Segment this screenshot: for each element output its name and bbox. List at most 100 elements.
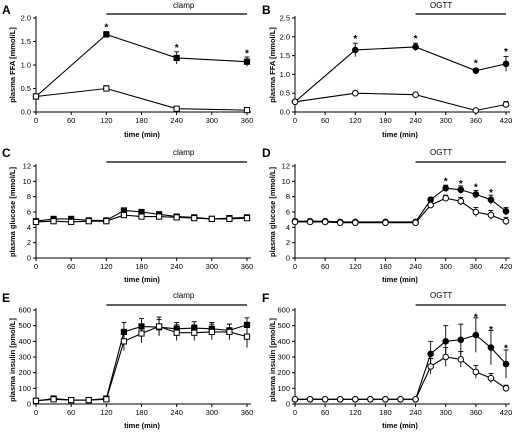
panel-d-series-1-point (442, 184, 450, 192)
panel-a-series-2-point (243, 107, 251, 114)
panel-c-y-tick-label: 2 (27, 238, 31, 247)
panel-f-series-2-point (351, 396, 359, 403)
panel-f-series-2-point (487, 374, 495, 382)
panel-e-x-tick-label: 300 (206, 408, 219, 417)
panel-c-x-tick-label: 0 (34, 262, 38, 271)
panel-d-y-tick-label: 0 (286, 254, 290, 263)
panel-d-x-tick-label: 60 (321, 262, 329, 271)
panel-c-series-2-point (155, 213, 163, 220)
panel-f-y-tick-label: 100 (277, 384, 290, 393)
panel-d-y-tick-label: 4 (286, 223, 290, 232)
panel-e-series-2-point (243, 333, 251, 340)
panel-b-period-label: OGTT (430, 1, 452, 10)
panel-a-series-1-point (103, 31, 110, 38)
panel-b-y-tick-label: 2.5 (280, 14, 290, 23)
panel-d-letter: D (262, 146, 271, 160)
panel-a: A clamp plasma FFA [mmol/L] time (min) 0… (2, 1, 253, 139)
panel-d-y-tick-label: 8 (286, 192, 290, 201)
panel-a-series-1-point (173, 54, 180, 62)
panel-f-x-tick-label: 60 (321, 408, 329, 417)
panel-f-series-2-line (295, 356, 507, 400)
panel-e-series-2-point (138, 330, 145, 337)
panel-c-y-tick-label: 8 (27, 192, 31, 201)
panel-f-series-2-point (397, 396, 404, 403)
panel-e-series-2-point (191, 329, 198, 336)
panel-f-letter: F (262, 291, 269, 305)
panel-c-series-2-point (243, 215, 251, 222)
panel-f-series-2-point (502, 385, 510, 392)
panel-b-series-2-point (502, 101, 510, 108)
panel-e-x-tick-label: 120 (100, 408, 113, 417)
panel-b-series-1-point (351, 46, 359, 54)
panel-a-x-tick-label: 60 (67, 116, 75, 125)
panel-c-series-2-point (191, 215, 198, 222)
panel-b-x-tick-label: 240 (409, 116, 422, 125)
panel-c-series-2-point (103, 218, 110, 225)
panel-f-series-1-line (295, 334, 507, 400)
panel-f-series-2-point (427, 363, 434, 370)
panel-b-x-tick-label: 360 (470, 116, 483, 125)
panel-a-series-1-line (35, 33, 248, 97)
panel-e-y-tick-label: 300 (18, 353, 31, 362)
panel-c-x-tick-label: 60 (67, 262, 75, 271)
panel-f-significance-star: * (489, 325, 493, 336)
panel-a-significance-star: * (245, 48, 249, 59)
panel-c-series-2-point (32, 218, 40, 226)
panel-f-series-2-point (367, 396, 374, 403)
panel-f-series-2-point (306, 396, 314, 403)
panel-d-x-tick-label: 360 (470, 262, 483, 271)
panel-a-y-tick-label: 0.0 (21, 108, 31, 117)
panel-d-series-2-point (502, 217, 510, 225)
panel-f: F OGTT plasma insulin [pmol/L] time (min… (262, 291, 512, 430)
panel-f-y-tick-label: 300 (277, 353, 290, 362)
panel-d-series-2-point (457, 197, 465, 205)
panel-e-y-tick-label: 200 (18, 368, 31, 377)
panel-b-letter: B (262, 3, 271, 17)
panel-d-series-2-point (427, 201, 434, 209)
panel-b-significance-star: * (474, 59, 478, 70)
panel-b-x-axis-label: time (min) (382, 130, 418, 139)
panel-a-letter: A (2, 3, 11, 17)
panel-e-x-tick-label: 0 (34, 408, 38, 417)
panel-a-significance-star: * (175, 43, 179, 54)
panel-d-x-tick-label: 0 (293, 262, 297, 271)
panel-d-significance-star: * (489, 188, 493, 199)
panel-b-series-1-point (502, 60, 510, 68)
panel-f-series-1-point (487, 344, 495, 351)
panel-b-x-tick-label: 180 (379, 116, 392, 125)
panel-d-series-1-point (502, 207, 510, 215)
panel-f-y-tick-label: 400 (277, 337, 290, 346)
panel-f-y-tick-label: 0 (286, 400, 290, 409)
panel-f-series-2-point (442, 353, 450, 361)
panel-e-series-2-point (32, 397, 40, 404)
panel-f-x-tick-label: 0 (293, 408, 297, 417)
panel-b-significance-star: * (504, 47, 508, 58)
panel-a-y-tick-label: 0.5 (21, 84, 31, 93)
panel-d-x-tick-label: 300 (439, 262, 452, 271)
panel-e-y-tick-label: 400 (18, 337, 31, 346)
panel-c-y-tick-label: 10 (23, 177, 31, 186)
panel-d-series-1-point (472, 191, 480, 198)
panel-f-x-tick-label: 360 (470, 408, 483, 417)
panel-d-series-2-point (412, 219, 419, 227)
panel-d-x-axis-label: time (min) (382, 275, 418, 284)
panel-e-series-2-point (68, 396, 75, 404)
panel-b-y-tick-label: 1.0 (280, 70, 290, 79)
panel-f-significance-star: * (504, 344, 508, 355)
panel-b-series-1-point (412, 43, 419, 51)
panel-e-x-tick-label: 240 (170, 408, 183, 417)
panel-e-series-2-point (103, 396, 110, 403)
panel-a-period-label: clamp (173, 1, 195, 10)
panel-d-series-2-point (382, 219, 389, 227)
panel-e-period-label: clamp (173, 291, 195, 300)
panel-f-x-tick-label: 120 (349, 408, 362, 417)
panel-f-y-tick-label: 600 (277, 306, 290, 315)
panel-c-series-2-point (120, 211, 128, 219)
panel-e: E clamp plasma insulin [pmol/L] time (mi… (2, 291, 253, 430)
panel-d-series-2-point (487, 211, 495, 219)
panel-a-series-2-line (35, 87, 248, 111)
panel-b: B OGTT plasma FFA [mmol/L] time (min) 0.… (262, 1, 512, 139)
panel-f-y-tick-label: 200 (277, 368, 290, 377)
panel-d-significance-star: * (444, 177, 448, 188)
panel-b-significance-star: * (353, 34, 357, 45)
